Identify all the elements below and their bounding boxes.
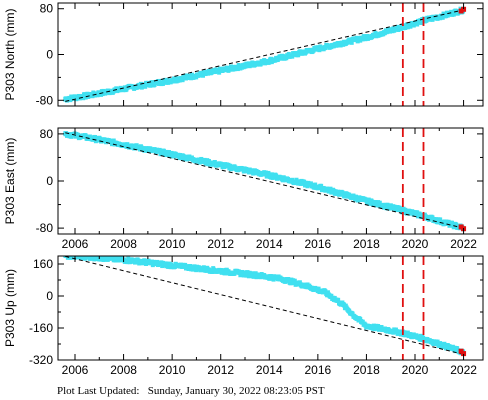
- panel-frame: [57, 255, 484, 361]
- y-tick-label: -80: [36, 93, 54, 107]
- plot-updated-footer: Plot Last Updated: Sunday, January 30, 2…: [57, 385, 325, 397]
- y-tick-label: 0: [46, 48, 53, 62]
- panel-3: 2006 2008 2010 2012 2014 2016 2018 2020 2022 -320…: [3, 255, 484, 377]
- x-tick-label: 2012: [207, 237, 234, 251]
- x-tick-label: 2020: [402, 363, 429, 377]
- x-tick-label: 2010: [159, 363, 186, 377]
- y-axis-label: P303 East (mm): [3, 138, 17, 225]
- footer-timestamp: Sunday, January 30, 2022 08:23:05 PST: [147, 385, 325, 397]
- y-tick-label: 160: [33, 257, 53, 271]
- y-tick-label: 80: [40, 2, 54, 16]
- x-tick-label: 2022: [450, 363, 477, 377]
- x-tick-label: 2016: [305, 237, 332, 251]
- x-tick-label: 2020: [402, 237, 429, 251]
- y-tick-label: -320: [29, 353, 53, 367]
- x-tick-label: 2018: [353, 237, 380, 251]
- x-tick-label: 2014: [256, 363, 283, 377]
- data-point: [399, 206, 404, 212]
- plot-area: [63, 3, 467, 106]
- observed-series: [63, 131, 466, 232]
- data-point: [438, 217, 443, 223]
- x-tick-label: 2006: [62, 363, 89, 377]
- x-tick-label: 2010: [159, 237, 186, 251]
- plot-area: [63, 128, 467, 234]
- data-point: [349, 39, 354, 45]
- x-tick-label: 2014: [256, 237, 283, 251]
- data-point: [419, 19, 424, 25]
- x-tick-label: 2018: [353, 363, 380, 377]
- trend-line: [65, 9, 464, 102]
- x-tick-label: 2006: [62, 237, 89, 251]
- y-tick-label: -80: [36, 221, 54, 235]
- recent-point: [461, 351, 467, 357]
- y-axis-label: P303 Up (mm): [3, 269, 17, 347]
- data-point: [65, 256, 70, 260]
- data-point: [81, 95, 86, 101]
- x-tick-label: 2016: [305, 363, 332, 377]
- data-point: [266, 170, 271, 176]
- data-point: [166, 150, 171, 156]
- y-axis-label: P303 North (mm): [3, 8, 17, 100]
- y-tick-label: 0: [46, 289, 53, 303]
- y-tick-label: -160: [29, 321, 53, 335]
- data-point: [435, 339, 440, 345]
- data-point: [157, 147, 162, 153]
- x-tick-label: 2008: [110, 363, 137, 377]
- trend-line: [65, 256, 464, 355]
- x-tick-label: 2022: [450, 237, 477, 251]
- panel-2: 2006 2008 2010 2012 2014 2016 2018 2020 2022 -80 0…: [3, 127, 484, 251]
- trend-line: [65, 132, 464, 229]
- recent-point: [461, 6, 467, 12]
- x-tick-label: 2012: [207, 363, 234, 377]
- y-tick-label: 0: [46, 174, 53, 188]
- plot-area: [63, 256, 467, 360]
- observed-series: [63, 256, 466, 356]
- panel-1: -80 0 80 P303 North (mm): [3, 2, 484, 107]
- y-tick-label: 80: [40, 127, 54, 141]
- data-point: [451, 11, 456, 17]
- x-tick-label: 2008: [110, 237, 137, 251]
- data-point: [336, 297, 341, 303]
- data-point: [212, 159, 217, 165]
- data-point: [377, 200, 382, 206]
- footer-label: Plot Last Updated:: [57, 385, 140, 397]
